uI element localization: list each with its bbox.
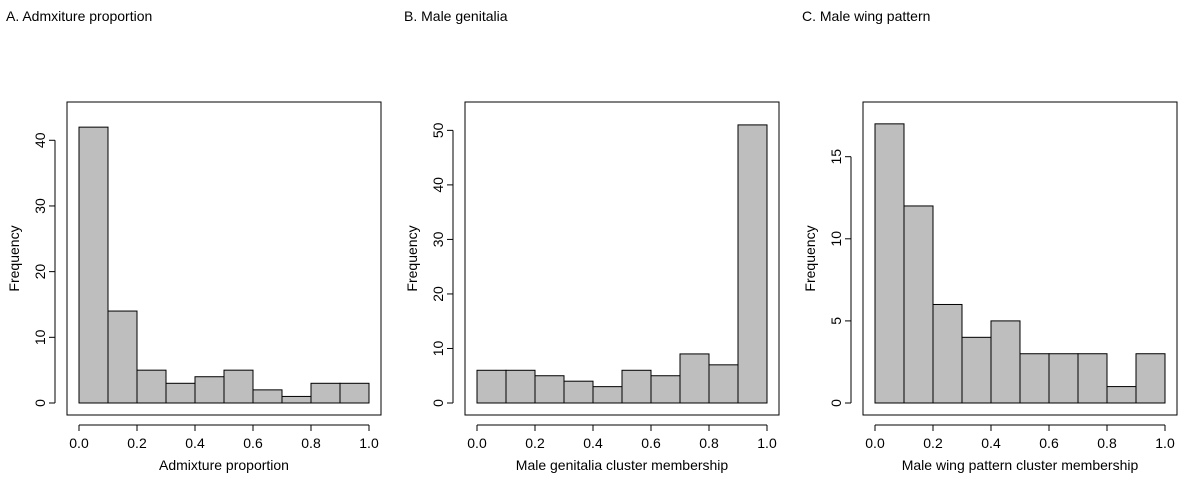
y-tick-label: 15 bbox=[828, 149, 844, 165]
x-axis-label: Male genitalia cluster membership bbox=[516, 457, 729, 473]
histogram-bar bbox=[194, 376, 225, 404]
histogram-bar bbox=[476, 369, 507, 404]
x-tick-label: 0.0 bbox=[69, 435, 89, 451]
x-tick-label: 0.2 bbox=[525, 435, 545, 451]
histogram-bar bbox=[505, 369, 536, 404]
panel-title: B. Male genitalia bbox=[404, 8, 508, 24]
x-tick-label: 0.4 bbox=[981, 435, 1001, 451]
y-axis-label: Frequency bbox=[6, 225, 22, 291]
histogram-bar bbox=[534, 375, 565, 404]
histogram-bar bbox=[650, 375, 681, 404]
x-tick-label: 0.8 bbox=[699, 435, 719, 451]
y-tick-label: 30 bbox=[32, 198, 48, 214]
histogram-bar bbox=[679, 353, 710, 404]
y-tick-label: 20 bbox=[32, 264, 48, 280]
histogram-bar bbox=[737, 124, 768, 404]
plot-frame bbox=[464, 101, 780, 416]
histogram-panel-a: A. Admxiture proportion 0.0 0.2 0.4 0.6 0.8 1… bbox=[0, 0, 398, 480]
x-tick-label: 1.0 bbox=[359, 435, 379, 451]
histogram-bar bbox=[874, 123, 905, 404]
histogram-bar bbox=[252, 389, 283, 404]
x-tick-label: 0.2 bbox=[923, 435, 943, 451]
x-tick-label: 0.0 bbox=[865, 435, 885, 451]
histogram-bar bbox=[339, 382, 370, 404]
histogram-bar bbox=[1135, 353, 1166, 404]
histogram-bar bbox=[1048, 353, 1079, 404]
histogram-bar bbox=[310, 382, 341, 404]
y-tick-label: 0 bbox=[430, 399, 446, 407]
histogram-bar bbox=[1077, 353, 1108, 404]
histogram-bar bbox=[136, 369, 167, 404]
y-tick-label: 40 bbox=[430, 177, 446, 193]
y-tick-label: 0 bbox=[828, 399, 844, 407]
y-tick-label: 5 bbox=[828, 317, 844, 325]
histogram-bar bbox=[932, 303, 963, 404]
plot-frame bbox=[66, 101, 382, 416]
x-tick-label: 1.0 bbox=[757, 435, 777, 451]
y-tick-label: 10 bbox=[32, 329, 48, 345]
panel-title: C. Male wing pattern bbox=[802, 8, 931, 24]
y-tick-label: 10 bbox=[828, 231, 844, 247]
panel-title: A. Admxiture proportion bbox=[6, 8, 153, 24]
y-tick-label: 20 bbox=[430, 286, 446, 302]
x-tick-label: 0.6 bbox=[243, 435, 263, 451]
histogram-panel-c: C. Male wing pattern 0.0 0.2 0.4 0.6 0.8 1.0 M… bbox=[796, 0, 1193, 480]
histogram-bar bbox=[1019, 353, 1050, 404]
histogram-bar bbox=[563, 380, 594, 404]
x-tick-label: 1.0 bbox=[1155, 435, 1175, 451]
y-tick-label: 50 bbox=[430, 122, 446, 138]
histogram-chart: 0.0 0.2 0.4 0.6 0.8 1.0 Male genitalia cluster… bbox=[404, 101, 780, 473]
histogram-bar bbox=[708, 364, 739, 404]
plot-frame bbox=[862, 101, 1178, 416]
x-tick-label: 0.6 bbox=[1039, 435, 1059, 451]
y-tick-label: 0 bbox=[32, 399, 48, 407]
histogram-bar bbox=[990, 320, 1021, 404]
y-axis-label: Frequency bbox=[802, 225, 818, 291]
histogram-bar bbox=[78, 126, 109, 404]
x-tick-label: 0.2 bbox=[127, 435, 147, 451]
histogram-bar bbox=[592, 386, 623, 404]
x-tick-label: 0.4 bbox=[185, 435, 205, 451]
histogram-bar bbox=[281, 395, 312, 404]
histogram-bar bbox=[165, 382, 196, 404]
histogram-chart: 0.0 0.2 0.4 0.6 0.8 1.0 Male wing pattern clus… bbox=[802, 101, 1178, 473]
histogram-panel-b: B. Male genitalia 0.0 0.2 0.4 0.6 0.8 1.0 Male… bbox=[398, 0, 796, 480]
x-tick-label: 0.6 bbox=[641, 435, 661, 451]
x-tick-label: 0.4 bbox=[583, 435, 603, 451]
histogram-bar bbox=[621, 369, 652, 404]
histogram-chart: 0.0 0.2 0.4 0.6 0.8 1.0 Admixture proportion 0 1… bbox=[6, 101, 382, 473]
x-tick-label: 0.0 bbox=[467, 435, 487, 451]
x-tick-label: 0.8 bbox=[1097, 435, 1117, 451]
y-tick-label: 10 bbox=[430, 340, 446, 356]
x-axis-label: Admixture proportion bbox=[159, 457, 289, 473]
histogram-bar bbox=[223, 369, 254, 404]
x-axis-label: Male wing pattern cluster membership bbox=[902, 457, 1139, 473]
histogram-bar bbox=[961, 336, 992, 404]
histogram-bar bbox=[903, 205, 934, 404]
y-tick-label: 40 bbox=[32, 132, 48, 148]
y-tick-label: 30 bbox=[430, 231, 446, 247]
histogram-bar bbox=[1106, 386, 1137, 404]
x-tick-label: 0.8 bbox=[301, 435, 321, 451]
histogram-bar bbox=[107, 310, 138, 404]
y-axis-label: Frequency bbox=[404, 225, 420, 291]
